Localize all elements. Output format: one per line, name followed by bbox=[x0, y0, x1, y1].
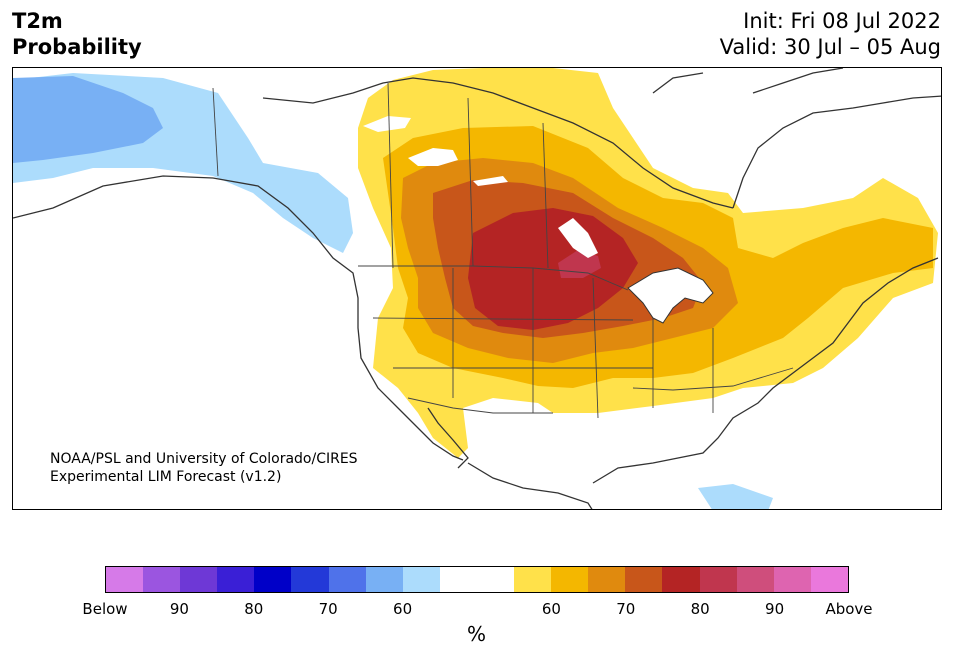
colorbar-cell bbox=[328, 567, 366, 592]
colorbar-tick-label: Below bbox=[82, 600, 128, 618]
colorbar-cell bbox=[514, 567, 552, 592]
credit-line-2: Experimental LIM Forecast (v1.2) bbox=[50, 469, 282, 485]
colorbar-cell bbox=[180, 567, 218, 592]
great-lakes bbox=[627, 267, 714, 324]
colorbar-tick-label: 90 bbox=[169, 600, 189, 618]
great-bear-lake bbox=[363, 116, 411, 132]
credit-text: NOAA/PSL and University of Colorado/CIRE… bbox=[50, 450, 358, 486]
below-70-region bbox=[13, 76, 163, 163]
colorbar-cell bbox=[476, 567, 515, 592]
colorbar-cell bbox=[588, 567, 626, 592]
title-line-2: Probability bbox=[12, 35, 142, 59]
colorbar-tick-label: 70 bbox=[616, 600, 636, 618]
colorbar-cell bbox=[773, 567, 811, 592]
forecast-dates: Init: Fri 08 Jul 2022 Valid: 30 Jul – 05… bbox=[720, 8, 941, 60]
colorbar-tick-label: 60 bbox=[541, 600, 561, 618]
title-line-1: T2m bbox=[12, 9, 63, 33]
colorbar-unit: % bbox=[466, 622, 486, 646]
credit-line-1: NOAA/PSL and University of Colorado/CIRE… bbox=[50, 451, 358, 467]
lake-winnipeg bbox=[558, 218, 598, 258]
below-60-region-2 bbox=[698, 484, 773, 509]
colorbar-tick-label: 90 bbox=[765, 600, 785, 618]
political-borders bbox=[212, 82, 794, 419]
colorbar-ticks: Below 90 80 70 60 60 70 80 90 Above bbox=[0, 600, 953, 620]
colorbar-tick-label: 70 bbox=[318, 600, 338, 618]
colorbar-cell bbox=[736, 567, 774, 592]
colorbar-cell bbox=[254, 567, 292, 592]
probability-map bbox=[13, 68, 941, 509]
colorbar-cell bbox=[439, 567, 477, 592]
lake-athabasca bbox=[473, 176, 508, 186]
valid-date: Valid: 30 Jul – 05 Aug bbox=[719, 35, 941, 59]
colorbar-tick-label: Above bbox=[825, 600, 873, 618]
great-slave-lake bbox=[408, 148, 458, 166]
colorbar-tick-label: 80 bbox=[690, 600, 710, 618]
colorbar-cell bbox=[625, 567, 663, 592]
colorbar-cell bbox=[217, 567, 255, 592]
colorbar-cell bbox=[402, 567, 440, 592]
map-panel: NOAA/PSL and University of Colorado/CIRE… bbox=[12, 67, 942, 510]
colorbar-cell bbox=[699, 567, 737, 592]
colorbar-cell bbox=[291, 567, 329, 592]
colorbar-cell bbox=[662, 567, 700, 592]
colorbar-tick-label: 60 bbox=[393, 600, 413, 618]
map-title: T2m Probability bbox=[12, 8, 142, 60]
colorbar-cell bbox=[106, 567, 144, 592]
colorbar bbox=[105, 566, 849, 593]
above-100-region bbox=[468, 208, 638, 330]
colorbar-cell bbox=[810, 567, 848, 592]
colorbar-cell bbox=[143, 567, 181, 592]
coastlines bbox=[13, 68, 941, 509]
colorbar-cell bbox=[551, 567, 589, 592]
colorbar-cell bbox=[365, 567, 403, 592]
colorbar-tick-label: 80 bbox=[244, 600, 264, 618]
init-date: Init: Fri 08 Jul 2022 bbox=[743, 9, 941, 33]
